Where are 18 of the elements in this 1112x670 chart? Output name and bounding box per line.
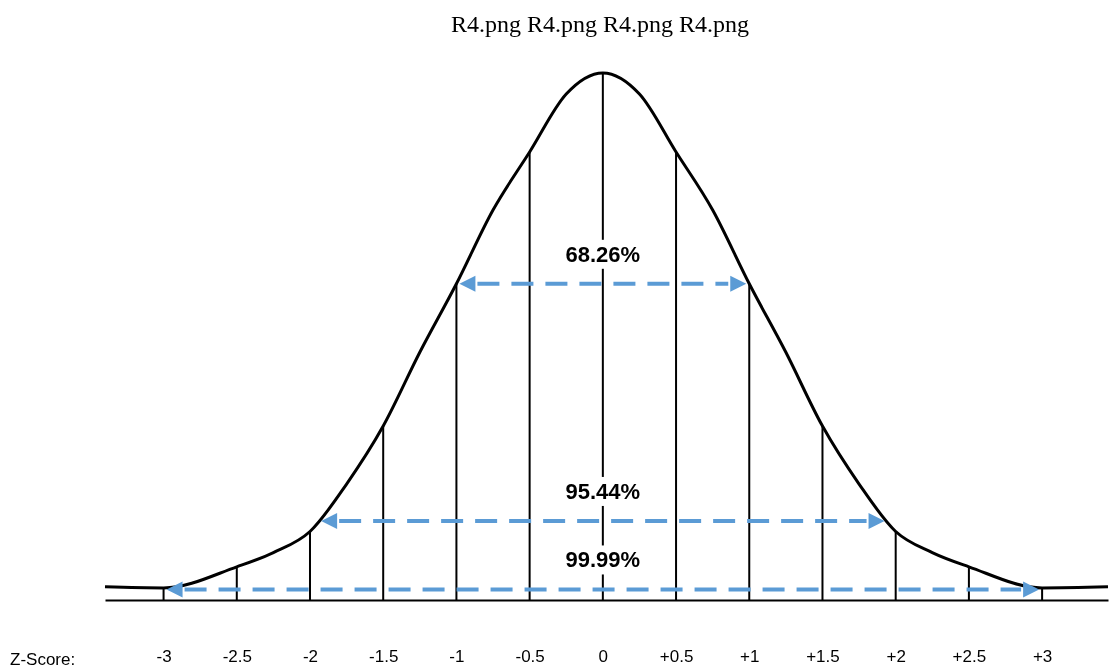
x-tick-label: -2 [302, 647, 319, 667]
x-tick-label: +2.5 [952, 647, 987, 667]
annotation: 99.99% [565, 547, 641, 573]
x-tick-label: +2 [886, 647, 906, 667]
x-tick-label: 0 [598, 647, 609, 667]
x-axis-title: Z-Score: [10, 650, 76, 669]
x-tick-label: +1 [740, 647, 760, 667]
x-tick-label: -2.5 [222, 647, 252, 667]
annotation: 68.26% [565, 241, 641, 267]
x-tick-label: +3 [1032, 647, 1053, 667]
x-tick-label: -1.5 [369, 647, 399, 667]
x-tick-label: +1.5 [806, 647, 840, 667]
annotation: 95.44% [565, 478, 641, 504]
x-tick-label: +0.5 [659, 647, 694, 667]
x-tick-label: -3 [156, 647, 172, 667]
x-tick-label: -0.5 [515, 647, 545, 667]
x-tick-label: -1 [449, 647, 465, 667]
chart-title: R4.png R4.png R4.png R4.png [450, 11, 750, 37]
